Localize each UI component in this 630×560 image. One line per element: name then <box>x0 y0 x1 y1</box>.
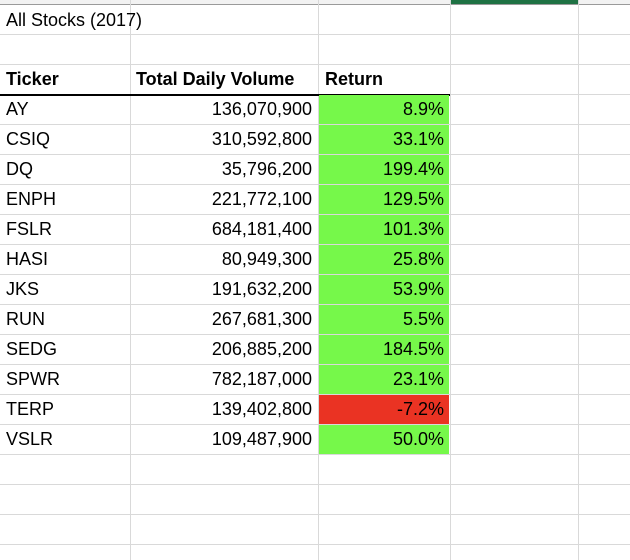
return-cell[interactable]: 50.0% <box>319 425 449 454</box>
column-divider <box>578 0 579 560</box>
row-divider <box>0 124 630 125</box>
ticker-cell[interactable]: ENPH <box>6 189 57 209</box>
volume-cell[interactable]: 139,402,800 <box>211 399 312 419</box>
row-divider <box>0 544 630 545</box>
row-divider <box>0 244 630 245</box>
column-divider <box>130 0 131 560</box>
return-cell[interactable]: 129.5% <box>319 185 449 214</box>
ticker-cell[interactable]: HASI <box>6 249 49 269</box>
sheet-top-border <box>0 4 630 5</box>
volume-cell[interactable]: 109,487,900 <box>211 429 312 449</box>
return-cell[interactable]: 25.8% <box>319 245 449 274</box>
sheet-top-edge <box>0 0 630 4</box>
return-cell[interactable]: 5.5% <box>319 305 449 334</box>
return-cell[interactable]: 101.3% <box>319 215 449 244</box>
return-cell[interactable]: -7.2% <box>319 395 449 424</box>
ticker-cell[interactable]: FSLR <box>6 219 53 239</box>
row-divider <box>0 64 630 65</box>
volume-cell[interactable]: 80,949,300 <box>221 249 312 269</box>
return-cell[interactable]: 53.9% <box>319 275 449 304</box>
ticker-cell[interactable]: SEDG <box>6 339 58 359</box>
return-cell[interactable]: 8.9% <box>319 95 449 124</box>
ticker-cell[interactable]: DQ <box>6 159 33 179</box>
row-divider <box>0 214 630 215</box>
ticker-cell[interactable]: VSLR <box>6 429 54 449</box>
volume-cell[interactable]: 136,070,900 <box>211 99 312 119</box>
header-return-cell[interactable]: Return <box>325 69 383 89</box>
column-divider <box>450 0 451 560</box>
return-cell[interactable]: 184.5% <box>319 335 449 364</box>
ticker-cell[interactable]: JKS <box>6 279 40 299</box>
row-divider <box>0 454 630 455</box>
ticker-cell[interactable]: CSIQ <box>6 129 51 149</box>
row-divider <box>0 304 630 305</box>
volume-cell[interactable]: 782,187,000 <box>211 369 312 389</box>
row-divider <box>0 274 630 275</box>
volume-cell[interactable]: 221,772,100 <box>211 189 312 209</box>
volume-cell[interactable]: 684,181,400 <box>211 219 312 239</box>
volume-cell[interactable]: 35,796,200 <box>221 159 312 179</box>
volume-cell[interactable]: 191,632,200 <box>211 279 312 299</box>
row-divider <box>0 394 630 395</box>
row-divider <box>0 364 630 365</box>
row-divider <box>0 154 630 155</box>
ticker-cell[interactable]: TERP <box>6 399 55 419</box>
volume-cell[interactable]: 310,592,800 <box>211 129 312 149</box>
selected-column-indicator <box>450 0 578 4</box>
row-divider <box>0 424 630 425</box>
column-divider <box>318 0 319 560</box>
return-cell[interactable]: 199.4% <box>319 155 449 184</box>
row-divider <box>0 484 630 485</box>
header-bottom-border <box>0 94 450 96</box>
return-cell[interactable]: 23.1% <box>319 365 449 394</box>
header-ticker-cell[interactable]: Ticker <box>6 69 59 89</box>
row-divider <box>0 34 630 35</box>
row-divider <box>0 514 630 515</box>
row-divider <box>0 334 630 335</box>
ticker-cell[interactable]: AY <box>6 99 29 119</box>
ticker-cell[interactable]: SPWR <box>6 369 60 389</box>
volume-cell[interactable]: 267,681,300 <box>211 309 312 329</box>
row-divider <box>0 184 630 185</box>
sheet-title-cell[interactable]: All Stocks (2017) <box>6 10 143 30</box>
return-cell[interactable]: 33.1% <box>319 125 449 154</box>
volume-cell[interactable]: 206,885,200 <box>211 339 312 359</box>
ticker-cell[interactable]: RUN <box>6 309 45 329</box>
header-volume-cell[interactable]: Total Daily Volume <box>136 69 295 89</box>
